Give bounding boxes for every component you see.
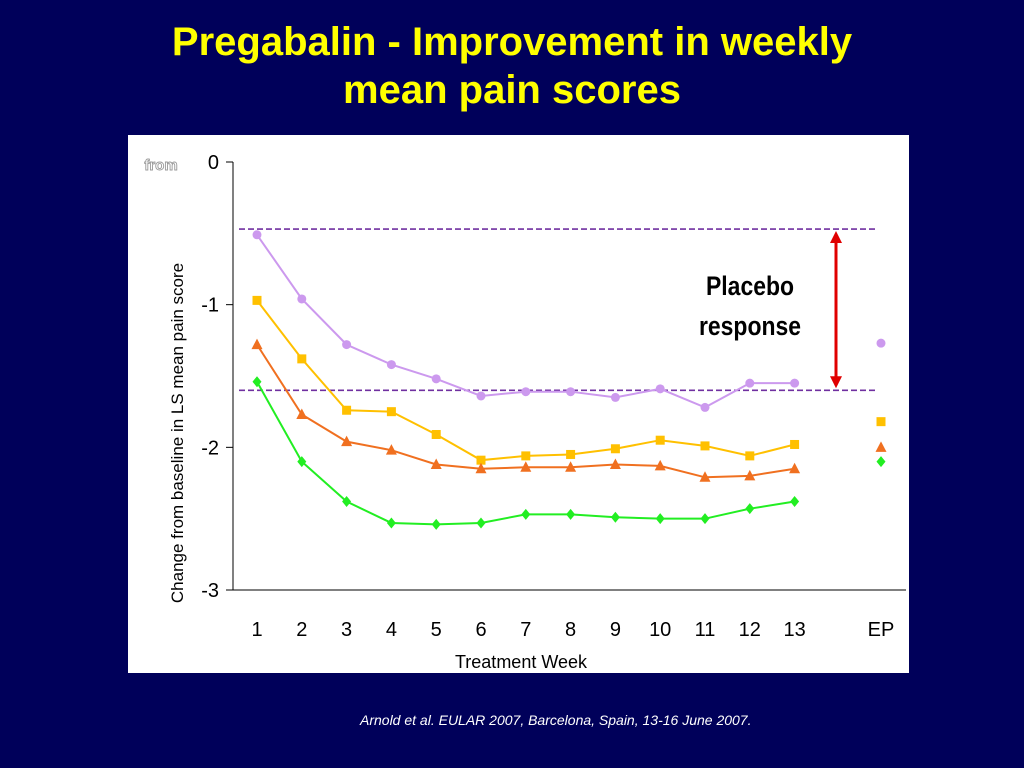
y-tick-label: 0 <box>208 152 219 174</box>
data-point-green_series <box>655 513 665 525</box>
data-point-placebo <box>566 387 576 397</box>
series-group <box>251 230 887 530</box>
data-point-orange_series <box>744 469 756 481</box>
data-point-placebo <box>342 340 352 350</box>
x-tick-label: 5 <box>431 619 442 641</box>
endpoint-point-green_series <box>876 456 886 468</box>
data-point-placebo <box>431 374 441 384</box>
data-point-orange_series <box>520 461 532 472</box>
data-point-yellow_series <box>610 444 620 454</box>
data-point-placebo <box>790 378 800 388</box>
y-tick-label: -3 <box>201 580 219 602</box>
chart-panel: 0 -1 -2 -3 1 2 3 4 5 6 7 8 9 10 11 12 13 EP from Change f… <box>128 135 909 673</box>
data-point-green_series <box>431 518 441 530</box>
x-tick-label: 4 <box>386 619 397 641</box>
placebo-annotation-line-2: response <box>699 311 801 341</box>
data-point-yellow_series <box>297 354 307 364</box>
title-line-1: Pregabalin - Improvement in weekly <box>171 20 853 64</box>
x-tick-label: 6 <box>475 619 486 641</box>
data-point-yellow_series <box>700 441 710 451</box>
x-tick-label: 3 <box>341 619 352 641</box>
data-point-orange_series <box>385 444 397 455</box>
data-point-placebo <box>297 294 307 304</box>
title-line-2: mean pain scores <box>343 68 681 112</box>
data-point-green_series <box>297 456 307 468</box>
data-point-green_series <box>252 376 262 388</box>
data-point-orange_series <box>341 435 353 447</box>
data-point-green_series <box>745 503 755 515</box>
data-point-orange_series <box>654 459 666 471</box>
data-point-yellow_series <box>342 405 352 415</box>
x-axis-label: Treatment Week <box>455 652 588 672</box>
data-point-green_series <box>521 508 531 520</box>
x-tick-label: 12 <box>739 619 761 641</box>
x-tick-label: 11 <box>695 619 716 641</box>
data-point-placebo <box>745 378 755 388</box>
data-point-orange_series <box>789 462 801 474</box>
arrow-head-up <box>830 231 842 244</box>
data-point-orange_series <box>565 461 577 472</box>
data-point-placebo <box>655 384 665 394</box>
data-point-placebo <box>610 392 620 402</box>
citation: Arnold et al. EULAR 2007, Barcelona, Spa… <box>360 712 752 728</box>
x-tick-label: 8 <box>565 619 576 641</box>
data-point-placebo <box>386 360 396 370</box>
endpoint-point-placebo <box>876 338 886 348</box>
slide-title: Pregabalin - Improvement in weekly mean … <box>0 18 1024 114</box>
data-point-green_series <box>610 511 620 523</box>
x-tick-label: 9 <box>610 619 621 641</box>
y-tick-label: -1 <box>201 295 219 317</box>
data-point-green_series <box>700 513 710 525</box>
data-point-yellow_series <box>431 429 441 439</box>
data-point-yellow_series <box>655 435 665 445</box>
chart-labels: from Change from baseline in LS mean pai… <box>144 157 801 672</box>
data-point-orange_series <box>475 462 487 474</box>
data-point-yellow_series <box>521 451 531 461</box>
data-point-green_series <box>790 496 800 508</box>
x-tick-label: 13 <box>783 619 805 641</box>
x-tick-label: 2 <box>296 619 307 641</box>
line-chart: 0-1-2-31 2 3 4 5 6 7 8 9 10 11 12 13 EP from Change f… <box>144 152 906 672</box>
data-point-yellow_series <box>790 439 800 449</box>
data-point-green_series <box>386 517 396 529</box>
data-point-placebo <box>521 387 531 397</box>
data-point-orange_series <box>699 471 711 482</box>
x-tick-label: 10 <box>649 619 671 641</box>
endpoint-point-yellow_series <box>876 417 886 427</box>
placebo-response-arrow <box>830 231 842 389</box>
x-tick-label: 7 <box>520 619 531 641</box>
data-point-yellow_series <box>566 449 576 459</box>
data-point-green_series <box>566 508 576 520</box>
x-tick-label-endpoint: EP <box>868 619 895 641</box>
data-point-yellow_series <box>252 295 262 305</box>
arrow-head-down <box>830 376 842 389</box>
y-axis-label-fragment: from <box>144 157 177 174</box>
data-point-placebo <box>476 391 486 401</box>
chart-axes: 0-1-2-31 2 3 4 5 6 7 8 9 10 11 12 13 EP <box>201 152 906 641</box>
data-point-orange_series <box>430 458 442 469</box>
y-tick-label: -2 <box>201 437 219 459</box>
data-point-yellow_series <box>745 451 755 461</box>
data-point-placebo <box>252 230 262 240</box>
data-point-orange_series <box>296 408 308 420</box>
data-point-yellow_series <box>476 455 486 465</box>
data-point-orange_series <box>609 458 621 469</box>
data-point-placebo <box>700 402 710 412</box>
data-point-green_series <box>342 496 352 508</box>
data-point-orange_series <box>251 338 263 350</box>
data-point-green_series <box>476 517 486 529</box>
y-axis-label: Change from baseline in LS mean pain sco… <box>168 263 187 603</box>
endpoint-point-orange_series <box>875 441 887 452</box>
placebo-annotation-line-1: Placebo <box>706 271 794 301</box>
reference-lines <box>239 228 878 392</box>
data-point-yellow_series <box>386 407 396 417</box>
x-tick-label: 1 <box>251 619 262 641</box>
